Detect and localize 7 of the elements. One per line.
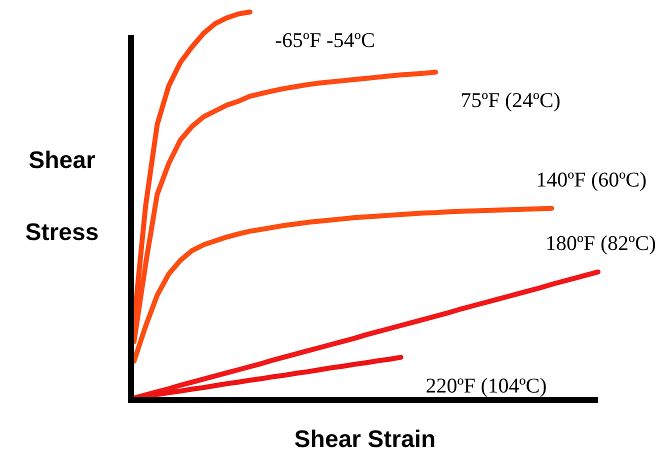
series-label: 180ºF (82ºC): [546, 230, 656, 255]
text: Shear Stress: [25, 147, 99, 246]
series-label: 75ºF (24ºC): [460, 88, 561, 112]
series-label: 140ºF (60ºC): [536, 167, 647, 192]
series-label: -65ºF -54ºC: [275, 28, 375, 52]
series-label: 220ºF (104ºC): [426, 373, 547, 398]
x-axis-title: Shear Strain: [294, 426, 436, 453]
